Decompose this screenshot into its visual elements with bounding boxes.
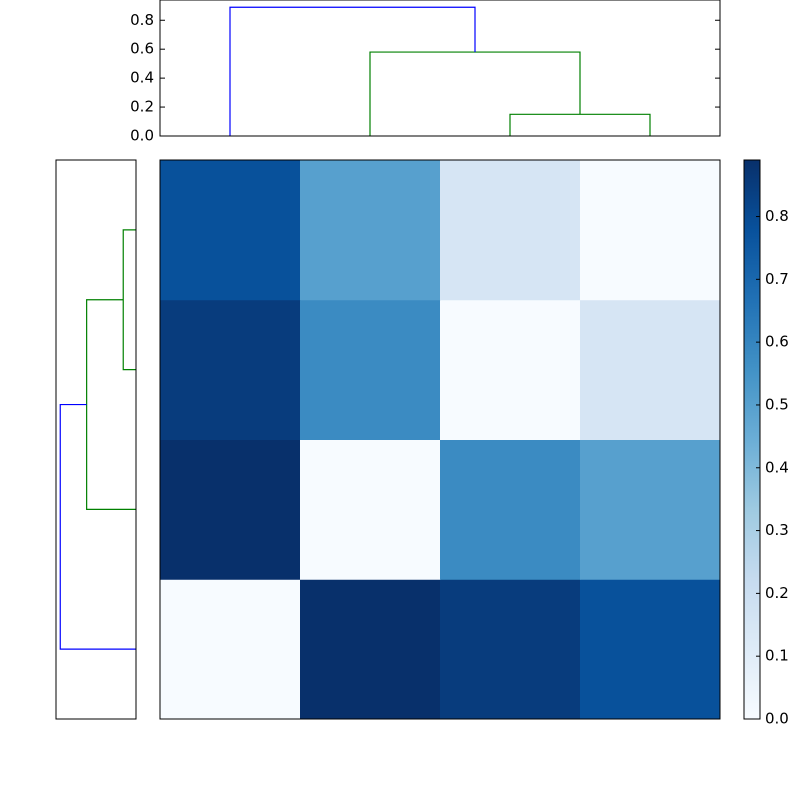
heatmap-cell (160, 579, 301, 720)
colorbar-tick-label: 0.3 (765, 521, 789, 539)
heatmap-cell (160, 299, 301, 440)
colorbar-tick-label: 0.5 (765, 395, 789, 413)
axes-frame (55, 159, 137, 720)
heatmap-cell (440, 439, 581, 580)
colorbar (743, 159, 761, 720)
y-tick-label: 0.4 (130, 69, 154, 87)
colorbar-tick-label: 0.1 (765, 647, 789, 665)
heatmap-cell (160, 160, 301, 301)
colorbar-tick-label: 0.2 (765, 584, 789, 602)
colorbar-tick-label: 0.8 (765, 207, 789, 225)
heatmap-cell (300, 439, 441, 580)
colorbar-tick-label: 0.7 (765, 270, 789, 288)
heatmap-cell (440, 579, 581, 720)
y-tick-label: 0.8 (130, 11, 154, 29)
heatmap-cell (580, 299, 721, 440)
colorbar-tick-label: 0.4 (765, 458, 789, 476)
dendrogram-link (59, 403, 136, 650)
heatmap-cell (580, 160, 721, 301)
colorbar-tick-label: 0.0 (765, 710, 789, 728)
colorbar-tick-label: 0.6 (765, 333, 789, 351)
dendrogram-link (229, 6, 476, 136)
dendrogram-link (369, 51, 581, 136)
axes-frame (159, 0, 721, 137)
heatmap-cell (300, 579, 441, 720)
heatmap-cell (300, 299, 441, 440)
y-tick-label: 0.0 (130, 127, 154, 145)
heatmap-cell (580, 439, 721, 580)
dendrogram-link (509, 113, 651, 136)
heatmap-cell (440, 299, 581, 440)
heatmap-cell (300, 160, 441, 301)
dendrogram-link (86, 299, 136, 510)
heatmap-cell (580, 579, 721, 720)
dendrogram-link (122, 229, 136, 371)
heatmap-cell (440, 160, 581, 301)
axes-frame (159, 159, 721, 720)
y-tick-label: 0.2 (130, 98, 154, 116)
heatmap-cell (160, 439, 301, 580)
y-tick-label: 0.6 (130, 40, 154, 58)
